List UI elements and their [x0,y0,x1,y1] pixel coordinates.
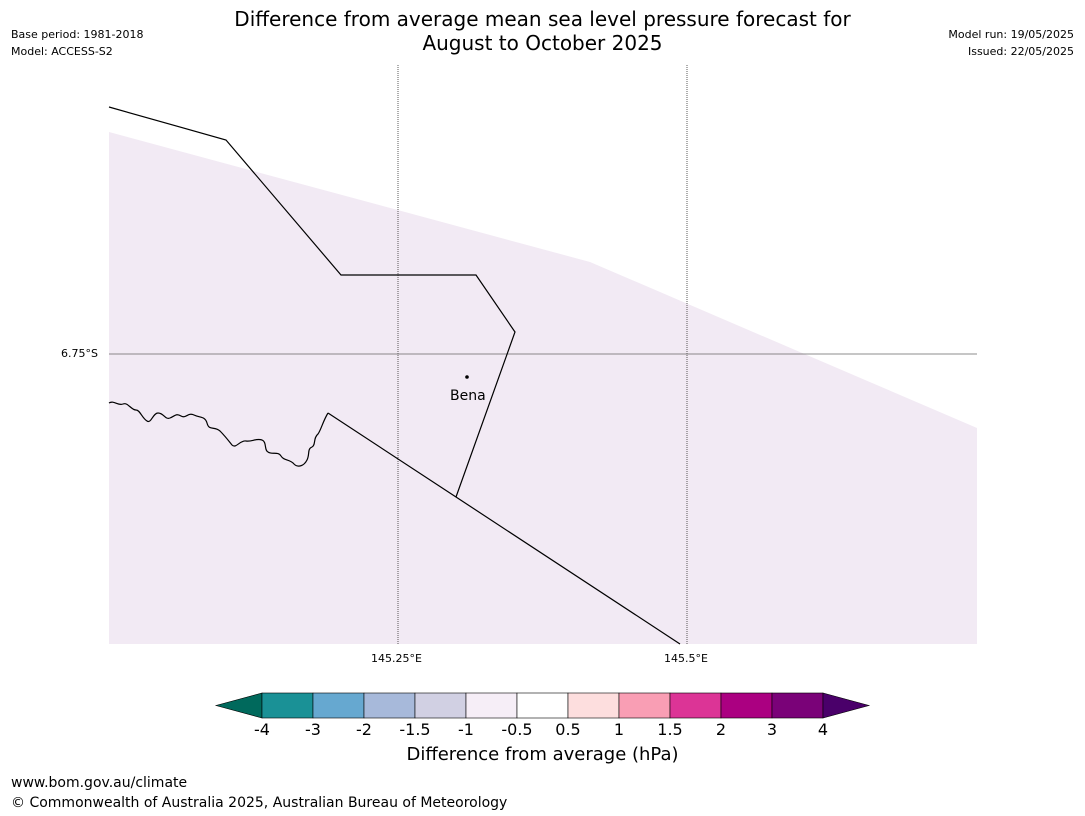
place-label-bena: Bena [450,388,486,404]
colorbar-tick-label: -1 [458,720,474,739]
colorbar-tick-label: 3 [766,720,778,739]
model-text: Model: ACCESS-S2 [11,45,113,58]
colorbar-arrow-low [214,692,263,719]
colorbar-segment [261,692,314,719]
footer-copyright: © Commonwealth of Australia 2025, Austra… [11,795,508,811]
metadata-right: Model run: 19/05/2025 Issued: 22/05/2025 [948,26,1074,60]
colorbar-tick-label: -0.5 [501,720,533,739]
colorbar-segment [363,692,416,719]
issued-text: Issued: 22/05/2025 [967,45,1074,58]
colorbar-segment [516,692,569,719]
pressure-anomaly-shading [109,132,977,644]
longitude-label-145-25e: 145.25°E [371,652,422,665]
map-title-line1: Difference from average mean sea level p… [234,7,851,31]
colorbar-tick-label: -2 [356,720,372,739]
bena-marker [465,375,469,379]
colorbar-segment [465,692,518,719]
footer-url: www.bom.gov.au/climate [11,775,188,791]
base-period-text: Base period: 1981-2018 [11,28,144,41]
colorbar-segment [618,692,671,719]
province-border-north [108,106,516,498]
colorbar-segment [669,692,722,719]
colorbar-tick-label: 0.5 [555,720,581,739]
colorbar-tick-label: -1.5 [399,720,431,739]
longitude-label-145-5e: 145.5°E [664,652,708,665]
colorbar-tick-label: -4 [254,720,270,739]
colorbar-tick-label: 1 [613,720,625,739]
colorbar-segment [771,692,824,719]
colorbar-tick-label: 4 [817,720,829,739]
colorbar-tick-label: -3 [305,720,321,739]
colorbar-tick-label: 2 [715,720,727,739]
colorbar-segment [414,692,467,719]
colorbar-tick-label: 1.5 [657,720,683,739]
province-border-south [327,412,681,645]
map-title-line2: August to October 2025 [422,31,663,55]
colorbar-segment [720,692,773,719]
colorbar-segment [312,692,365,719]
latitude-label: 6.75°S [61,347,98,360]
model-run-text: Model run: 19/05/2025 [948,28,1074,41]
colorbar-label: Difference from average (hPa) [406,744,679,765]
river-boundary [108,401,329,467]
colorbar-segment [567,692,620,719]
metadata-left: Base period: 1981-2018 Model: ACCESS-S2 [11,26,143,60]
colorbar-arrow-high [822,692,871,719]
colorbar [214,692,871,719]
